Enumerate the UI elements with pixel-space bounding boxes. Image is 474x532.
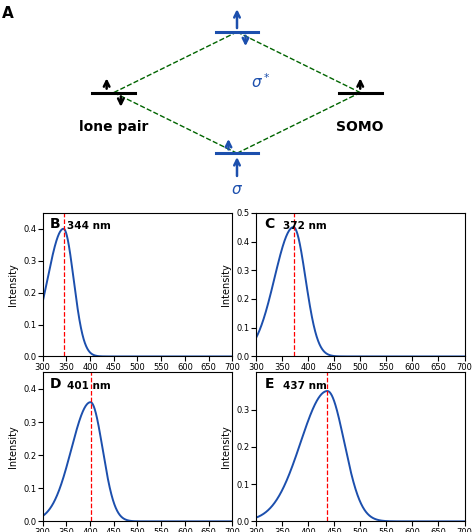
X-axis label: Wavelength(nm): Wavelength(nm) [97,377,178,387]
Text: lone pair: lone pair [79,120,148,134]
Text: A: A [2,6,14,21]
Text: 344 nm: 344 nm [67,221,111,231]
Text: C: C [264,217,274,231]
Y-axis label: Intensity: Intensity [221,263,231,306]
Text: 372 nm: 372 nm [283,221,327,231]
Text: E: E [264,377,274,391]
Y-axis label: Intensity: Intensity [8,426,18,468]
Text: SOMO: SOMO [337,120,384,134]
Text: $\sigma^*$: $\sigma^*$ [251,72,271,92]
Text: $\sigma$: $\sigma$ [231,182,243,197]
Text: 437 nm: 437 nm [283,381,327,392]
X-axis label: Wavelength(nm): Wavelength(nm) [319,377,401,387]
Y-axis label: Intensity: Intensity [221,426,231,468]
Text: D: D [50,377,62,391]
Text: 401 nm: 401 nm [67,381,111,392]
Y-axis label: Intensity: Intensity [8,263,18,306]
Text: B: B [50,217,61,231]
